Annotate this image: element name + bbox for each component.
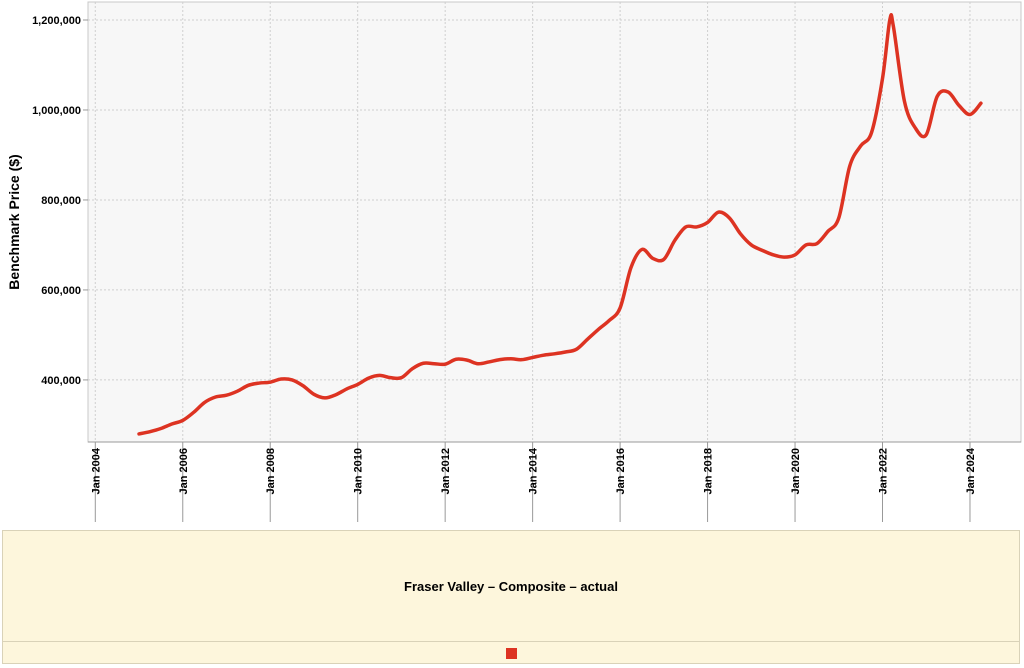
x-tick-label: Jan 2010 <box>353 448 365 494</box>
x-tick-label: Jan 2008 <box>265 448 277 494</box>
x-tick-label: Jan 2012 <box>440 448 452 494</box>
legend-divider <box>3 641 1019 642</box>
x-tick-label: Jan 2004 <box>90 447 102 494</box>
x-tick-label: Jan 2014 <box>528 447 540 494</box>
y-tick-label: 800,000 <box>41 195 81 207</box>
x-tick-label: Jan 2006 <box>178 448 190 494</box>
y-tick-label: 1,200,000 <box>32 15 81 27</box>
y-tick-label: 600,000 <box>41 285 81 297</box>
x-tick-label: Jan 2016 <box>615 448 627 494</box>
plot-background <box>87 1 1022 443</box>
line-chart: 400,000600,000800,0001,000,0001,200,000 … <box>6 1 1022 522</box>
x-tick-label: Jan 2020 <box>790 448 802 494</box>
x-tick-label: Jan 2018 <box>703 448 715 494</box>
legend-swatch[interactable] <box>506 648 517 659</box>
series-group <box>137 13 983 436</box>
y-tick-label: 400,000 <box>41 375 81 387</box>
x-tick-label: Jan 2022 <box>878 448 890 494</box>
y-axis-label: Benchmark Price ($) <box>6 154 22 289</box>
legend-series-name: Fraser Valley – Composite – actual <box>404 579 618 594</box>
y-tick-label: 1,000,000 <box>32 105 81 117</box>
x-tick-label: Jan 2024 <box>965 447 977 494</box>
x-axis-ticks: Jan 2004 Jan 2006 Jan 2008 Jan 2010 Jan 2012… <box>90 442 977 522</box>
y-axis-ticks: 400,000 600,000 800,000 1,000,000 1,200,000 <box>32 15 88 387</box>
series-line <box>137 13 983 436</box>
legend-panel: Fraser Valley – Composite – actual <box>2 530 1020 664</box>
horizontal-gridlines <box>88 19 1021 381</box>
